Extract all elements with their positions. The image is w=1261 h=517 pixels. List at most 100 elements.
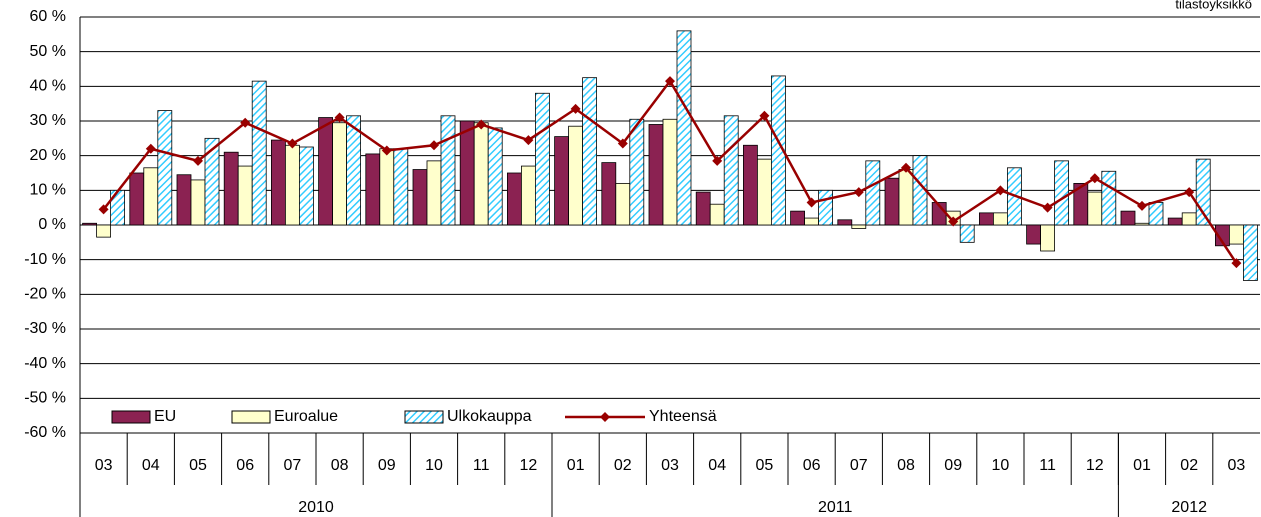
marker	[98, 204, 109, 215]
y-tick-label: -10 %	[24, 251, 66, 268]
unit-note: tilastoyksikkö	[1175, 0, 1252, 11]
x-tick-label: 01	[567, 457, 585, 474]
bar	[582, 77, 597, 226]
legend-label: Euroalue	[274, 408, 338, 425]
x-tick-label: 08	[331, 457, 349, 474]
x-tick-label: 03	[1228, 457, 1246, 474]
bar	[535, 92, 550, 226]
marker	[334, 112, 345, 123]
y-tick-label: 0 %	[38, 216, 66, 233]
x-tick-label: 03	[661, 457, 679, 474]
marker	[381, 145, 392, 156]
legend-label: EU	[154, 408, 176, 425]
marker	[1089, 173, 1100, 184]
x-tick-label: 08	[897, 457, 915, 474]
y-tick-label: -20 %	[24, 286, 66, 303]
x-tick-label: 09	[944, 457, 962, 474]
bar	[757, 158, 772, 226]
bar	[473, 122, 489, 226]
y-tick-label: -60 %	[24, 424, 66, 441]
x-tick-label: 11	[473, 457, 490, 474]
bar	[771, 75, 786, 226]
bar	[648, 124, 664, 226]
legend-swatch	[231, 410, 271, 424]
marker	[712, 155, 723, 166]
x-tick-label: 07	[284, 457, 302, 474]
group-label: 2010	[298, 499, 334, 516]
bar	[1167, 217, 1183, 226]
bar	[554, 136, 569, 226]
x-tick-label: 02	[614, 457, 632, 474]
x-tick-label: 12	[520, 457, 538, 474]
marker	[759, 110, 770, 121]
bar	[110, 189, 125, 226]
bar	[204, 137, 220, 226]
bar	[837, 219, 853, 226]
y-tick-label: 20 %	[30, 147, 66, 164]
marker	[523, 135, 534, 146]
bar	[993, 212, 1008, 226]
bar	[743, 144, 758, 226]
x-tick-label: 05	[756, 457, 774, 474]
legend-swatch	[111, 410, 151, 424]
marker	[1137, 200, 1147, 211]
x-tick-label: 09	[378, 457, 396, 474]
y-tick-label: 40 %	[30, 78, 66, 95]
bar	[1229, 224, 1244, 245]
bar	[521, 165, 536, 226]
bar	[568, 125, 583, 226]
marker	[806, 197, 817, 208]
bar	[615, 182, 631, 226]
marker	[476, 119, 487, 130]
x-tick-label: 06	[803, 457, 821, 474]
bar	[332, 122, 348, 226]
x-tick-label: 10	[425, 457, 443, 474]
bar	[223, 151, 239, 226]
x-tick-label: 01	[1133, 457, 1151, 474]
marker	[1042, 202, 1053, 213]
bar	[379, 148, 395, 226]
bar	[1087, 191, 1103, 226]
bar	[695, 191, 711, 226]
x-tick-label: 04	[142, 457, 160, 474]
bar	[959, 224, 975, 243]
bar	[96, 224, 111, 238]
bar	[723, 115, 739, 226]
bar	[1040, 224, 1055, 252]
marker	[240, 117, 251, 128]
y-tick-label: -40 %	[24, 355, 66, 372]
y-tick-label: 50 %	[30, 43, 66, 60]
bar	[898, 169, 914, 226]
bar	[709, 203, 725, 226]
x-tick-label: 05	[189, 457, 207, 474]
bar	[1181, 212, 1197, 226]
bar	[818, 189, 833, 226]
x-tick-label: 11	[1039, 457, 1056, 474]
bar	[1026, 224, 1041, 245]
x-tick-label: 07	[850, 457, 868, 474]
x-tick-label: 10	[992, 457, 1010, 474]
bar	[298, 146, 314, 226]
x-tick-label: 12	[1086, 457, 1104, 474]
bar	[979, 212, 994, 226]
marker	[287, 138, 298, 149]
bar	[790, 210, 805, 226]
marker	[1231, 258, 1242, 269]
bar	[129, 172, 145, 226]
bar	[143, 167, 159, 226]
bar	[251, 80, 267, 226]
bar	[412, 169, 428, 226]
bar	[393, 148, 409, 226]
marker	[1184, 187, 1195, 198]
bar	[851, 224, 867, 229]
legend-label: Yhteensä	[649, 408, 717, 425]
bar	[506, 172, 522, 226]
bar	[884, 177, 900, 226]
bar	[365, 153, 381, 226]
y-tick-label: 30 %	[30, 112, 66, 129]
bar	[346, 115, 362, 226]
bar	[487, 127, 503, 226]
bar	[459, 120, 475, 226]
legend-marker	[600, 412, 610, 422]
marker	[429, 140, 439, 151]
